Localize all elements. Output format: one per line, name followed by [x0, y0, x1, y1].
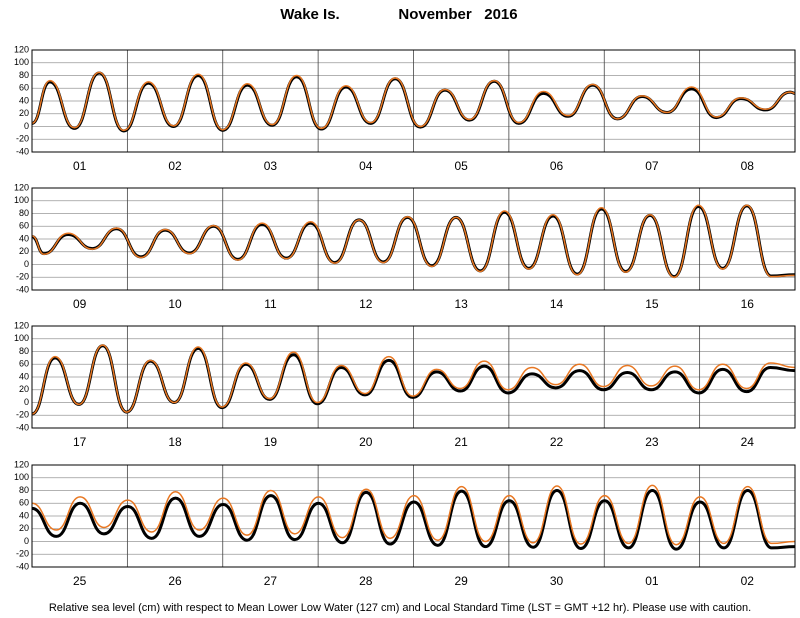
x-tick-label: 25: [73, 574, 87, 588]
plot-frame: [31, 187, 796, 291]
y-tick-label: 20: [19, 246, 29, 256]
y-tick-label: 0: [24, 259, 29, 269]
x-tick-label: 21: [455, 435, 469, 449]
x-tick-label: 18: [168, 435, 182, 449]
x-tick-label: 07: [645, 159, 659, 173]
location: Wake Is.: [280, 6, 339, 23]
y-tick-label: 60: [19, 498, 29, 508]
x-tick-label: 27: [264, 574, 278, 588]
y-tick-label: 100: [14, 472, 29, 482]
x-tick-label: 28: [359, 574, 373, 588]
y-tick-label: 40: [19, 510, 29, 520]
x-tick-label: 05: [455, 159, 469, 173]
y-tick-label: 100: [14, 195, 29, 205]
plot-frame: [31, 49, 796, 153]
y-tick-label: 60: [19, 83, 29, 93]
x-tick-label: 22: [550, 435, 564, 449]
x-tick-label: 01: [645, 574, 659, 588]
x-tick-label: 30: [550, 574, 564, 588]
chart-title: November 2016: [398, 6, 517, 23]
x-tick-label: 09: [73, 297, 87, 311]
x-tick-label: 13: [455, 297, 469, 311]
x-tick-label: 12: [359, 297, 373, 311]
x-tick-label: 06: [550, 159, 564, 173]
y-tick-label: -20: [16, 134, 29, 144]
y-tick-label: 100: [14, 333, 29, 343]
y-tick-label: -40: [16, 422, 29, 432]
y-tick-label: 0: [24, 536, 29, 546]
y-tick-label: 40: [19, 371, 29, 381]
y-tick-label: 40: [19, 95, 29, 105]
y-tick-label: 80: [19, 208, 29, 218]
x-tick-label: 10: [168, 297, 182, 311]
y-tick-label: 20: [19, 523, 29, 533]
x-tick-label: 29: [455, 574, 469, 588]
y-tick-label: -20: [16, 549, 29, 559]
tide-line: [32, 484, 795, 546]
x-tick-label: 08: [741, 159, 755, 173]
plot-frame: [31, 464, 796, 568]
y-tick-label: 120: [14, 44, 29, 54]
tide-line: [32, 71, 795, 132]
y-tick-label: -40: [16, 284, 29, 294]
y-tick-label: 120: [14, 182, 29, 192]
plot-frame: [31, 325, 796, 429]
x-tick-label: 04: [359, 159, 373, 173]
x-tick-label: 16: [741, 297, 755, 311]
x-tick-label: 03: [264, 159, 278, 173]
y-tick-label: 120: [14, 320, 29, 330]
y-tick-label: -20: [16, 410, 29, 420]
x-tick-label: 01: [73, 159, 87, 173]
x-tick-label: 02: [741, 574, 755, 588]
y-tick-label: 20: [19, 384, 29, 394]
x-tick-label: 19: [264, 435, 278, 449]
y-tick-label: -40: [16, 561, 29, 571]
x-tick-label: 11: [264, 297, 277, 311]
footnote: Relative sea level (cm) with respect to …: [49, 602, 751, 614]
y-tick-label: 0: [24, 397, 29, 407]
y-tick-label: 40: [19, 233, 29, 243]
y-tick-label: 20: [19, 108, 29, 118]
x-tick-label: 14: [550, 297, 564, 311]
tide-line: [32, 204, 795, 279]
y-tick-label: 80: [19, 70, 29, 80]
x-tick-label: 02: [168, 159, 182, 173]
x-tick-label: 24: [741, 435, 755, 449]
y-tick-label: -40: [16, 146, 29, 156]
y-tick-label: -20: [16, 272, 29, 282]
y-tick-label: 120: [14, 459, 29, 469]
y-tick-label: 0: [24, 121, 29, 131]
x-tick-label: 26: [168, 574, 182, 588]
y-tick-label: 80: [19, 346, 29, 356]
y-tick-label: 60: [19, 221, 29, 231]
tide-line: [32, 344, 795, 416]
y-tick-label: 80: [19, 485, 29, 495]
x-tick-label: 23: [645, 435, 659, 449]
tide-line: [32, 488, 795, 551]
y-tick-label: 60: [19, 359, 29, 369]
x-tick-label: 17: [73, 435, 87, 449]
tide-line: [32, 344, 795, 415]
x-tick-label: 15: [645, 297, 659, 311]
x-tick-label: 20: [359, 435, 373, 449]
y-tick-label: 100: [14, 57, 29, 67]
